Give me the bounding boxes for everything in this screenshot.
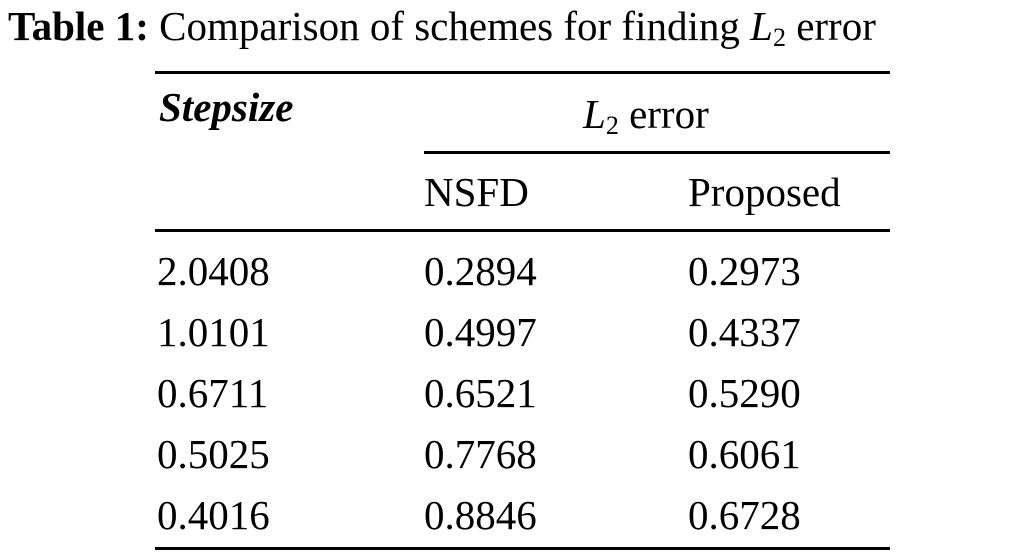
cell-nsfd: 0.2894 <box>424 248 537 294</box>
group-suffix: error <box>629 91 709 137</box>
cell-proposed: 0.2973 <box>688 248 801 294</box>
cell-stepsize: 0.5025 <box>157 431 270 477</box>
caption-suffix: error <box>796 3 876 49</box>
cell-nsfd: 0.4997 <box>424 309 537 355</box>
top-rule <box>155 71 890 74</box>
group-symbol: L <box>583 91 606 137</box>
group-rule <box>424 151 890 154</box>
cell-nsfd: 0.8846 <box>424 492 537 538</box>
cell-stepsize: 2.0408 <box>157 248 270 294</box>
header-group-l2-error: L2 error <box>583 90 709 144</box>
cell-proposed: 0.6728 <box>688 492 801 538</box>
caption-subscript: 2 <box>772 23 786 52</box>
cell-proposed: 0.6061 <box>688 431 801 477</box>
cell-nsfd: 0.7768 <box>424 431 537 477</box>
header-rule <box>155 229 890 232</box>
cell-proposed: 0.4337 <box>688 309 801 355</box>
header-stepsize: Stepsize <box>159 84 294 130</box>
cell-stepsize: 1.0101 <box>157 309 270 355</box>
group-subscript: 2 <box>605 111 619 140</box>
caption-symbol: L <box>750 3 773 49</box>
header-proposed: Proposed <box>688 169 841 215</box>
cell-nsfd: 0.6521 <box>424 370 537 416</box>
caption-label: Table 1: <box>8 3 149 49</box>
caption-text: Comparison of schemes for finding <box>159 3 740 49</box>
bottom-rule <box>155 547 890 550</box>
cell-stepsize: 0.4016 <box>157 492 270 538</box>
header-nsfd: NSFD <box>424 169 529 215</box>
table-caption: Table 1: Comparison of schemes for findi… <box>8 2 1030 56</box>
cell-stepsize: 0.6711 <box>157 370 269 416</box>
cell-proposed: 0.5290 <box>688 370 801 416</box>
